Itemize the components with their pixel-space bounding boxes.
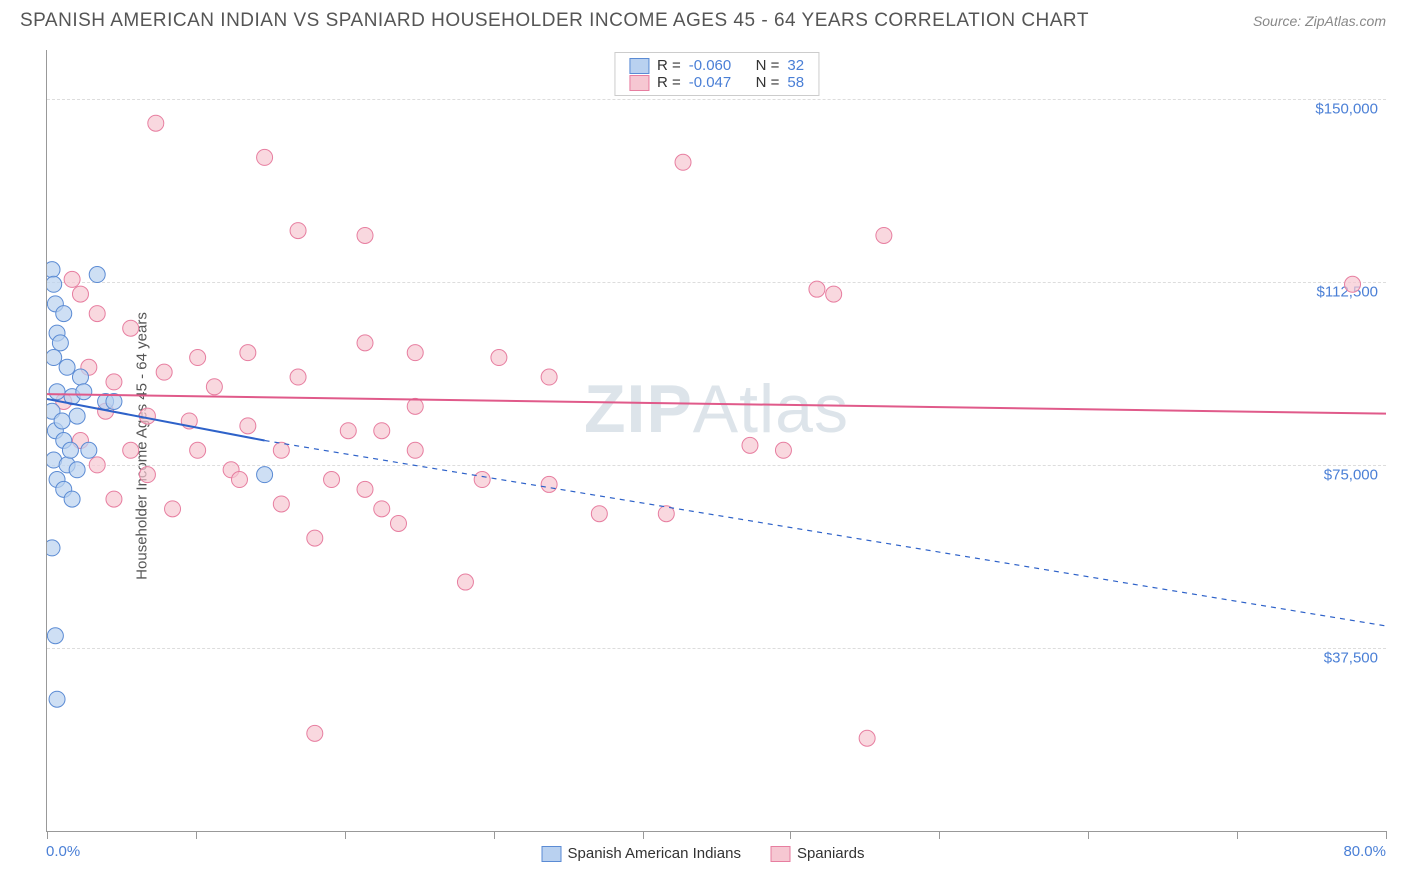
stats-row-sp: R = -0.047 N = 58 [629, 74, 804, 91]
legend-swatch-sp [771, 846, 791, 862]
scatter-point-sai [54, 413, 70, 429]
x-tick [1088, 831, 1089, 839]
scatter-point-sp [474, 472, 490, 488]
scatter-point-sai [76, 384, 92, 400]
scatter-point-sai [47, 276, 62, 292]
legend-item-sp: Spaniards [771, 845, 865, 862]
scatter-point-sp [876, 227, 892, 243]
swatch-sai [629, 58, 649, 74]
scatter-point-sp [64, 271, 80, 287]
scatter-point-sp [541, 369, 557, 385]
scatter-point-sp [809, 281, 825, 297]
legend-label-sp: Spaniards [797, 845, 865, 862]
scatter-point-sp [775, 442, 791, 458]
scatter-point-sai [81, 442, 97, 458]
scatter-point-sp [148, 115, 164, 131]
scatter-point-sp [742, 437, 758, 453]
x-min-label: 0.0% [46, 843, 80, 860]
scatter-point-sp [190, 442, 206, 458]
scatter-point-sai [59, 359, 75, 375]
scatter-point-sp [390, 515, 406, 531]
scatter-point-sp [407, 345, 423, 361]
scatter-svg [47, 50, 1386, 831]
scatter-point-sp [307, 530, 323, 546]
legend-swatch-sai [542, 846, 562, 862]
swatch-sp [629, 75, 649, 91]
scatter-point-sai [72, 369, 88, 385]
scatter-point-sp [290, 369, 306, 385]
trendline-sai-dashed [265, 441, 1386, 626]
bottom-legend: Spanish American Indians Spaniards [542, 845, 865, 862]
legend-label-sai: Spanish American Indians [568, 845, 741, 862]
scatter-point-sp [106, 374, 122, 390]
scatter-point-sp [826, 286, 842, 302]
x-tick [196, 831, 197, 839]
scatter-point-sp [240, 418, 256, 434]
scatter-point-sp [106, 491, 122, 507]
scatter-point-sp [407, 442, 423, 458]
scatter-point-sp [139, 467, 155, 483]
scatter-point-sp [340, 423, 356, 439]
scatter-point-sp [859, 730, 875, 746]
x-tick [1386, 831, 1387, 839]
scatter-point-sp [407, 398, 423, 414]
scatter-point-sai [47, 628, 63, 644]
scatter-point-sp [72, 286, 88, 302]
trendline-sp [47, 394, 1386, 414]
scatter-point-sp [156, 364, 172, 380]
scatter-point-sai [257, 467, 273, 483]
scatter-point-sp [123, 320, 139, 336]
scatter-point-sp [89, 457, 105, 473]
legend-item-sai: Spanish American Indians [542, 845, 741, 862]
scatter-point-sp [457, 574, 473, 590]
scatter-point-sp [374, 423, 390, 439]
scatter-point-sp [89, 306, 105, 322]
scatter-point-sp [1345, 276, 1361, 292]
scatter-point-sai [56, 306, 72, 322]
scatter-point-sp [357, 227, 373, 243]
stats-row-sai: R = -0.060 N = 32 [629, 57, 804, 74]
x-tick [939, 831, 940, 839]
scatter-point-sai [47, 540, 60, 556]
x-max-label: 80.0% [1343, 843, 1386, 860]
scatter-point-sp [591, 506, 607, 522]
x-tick [1237, 831, 1238, 839]
scatter-point-sai [69, 408, 85, 424]
scatter-point-sp [491, 350, 507, 366]
scatter-point-sp [190, 350, 206, 366]
chart-plot-area: ZIPAtlas R = -0.060 N = 32 R = -0.047 N … [46, 50, 1386, 832]
x-tick [494, 831, 495, 839]
scatter-point-sp [290, 223, 306, 239]
scatter-point-sp [273, 496, 289, 512]
scatter-point-sp [307, 725, 323, 741]
x-tick [643, 831, 644, 839]
x-tick [345, 831, 346, 839]
scatter-point-sp [324, 472, 340, 488]
scatter-point-sai [49, 691, 65, 707]
chart-title: SPANISH AMERICAN INDIAN VS SPANIARD HOUS… [20, 10, 1089, 32]
x-tick [47, 831, 48, 839]
scatter-point-sp [240, 345, 256, 361]
scatter-point-sp [541, 476, 557, 492]
scatter-point-sp [675, 154, 691, 170]
scatter-point-sai [47, 262, 60, 278]
scatter-point-sai [64, 491, 80, 507]
scatter-point-sp [374, 501, 390, 517]
scatter-point-sai [69, 462, 85, 478]
scatter-point-sp [231, 472, 247, 488]
scatter-point-sp [206, 379, 222, 395]
scatter-point-sai [52, 335, 68, 351]
scatter-point-sai [89, 267, 105, 283]
scatter-point-sp [357, 335, 373, 351]
scatter-point-sai [62, 442, 78, 458]
x-tick [790, 831, 791, 839]
scatter-point-sp [165, 501, 181, 517]
correlation-stats-box: R = -0.060 N = 32 R = -0.047 N = 58 [614, 52, 819, 96]
scatter-point-sp [257, 149, 273, 165]
scatter-point-sp [123, 442, 139, 458]
scatter-point-sai [49, 384, 65, 400]
scatter-point-sai [47, 350, 62, 366]
source-label: Source: ZipAtlas.com [1253, 13, 1386, 29]
scatter-point-sp [357, 481, 373, 497]
